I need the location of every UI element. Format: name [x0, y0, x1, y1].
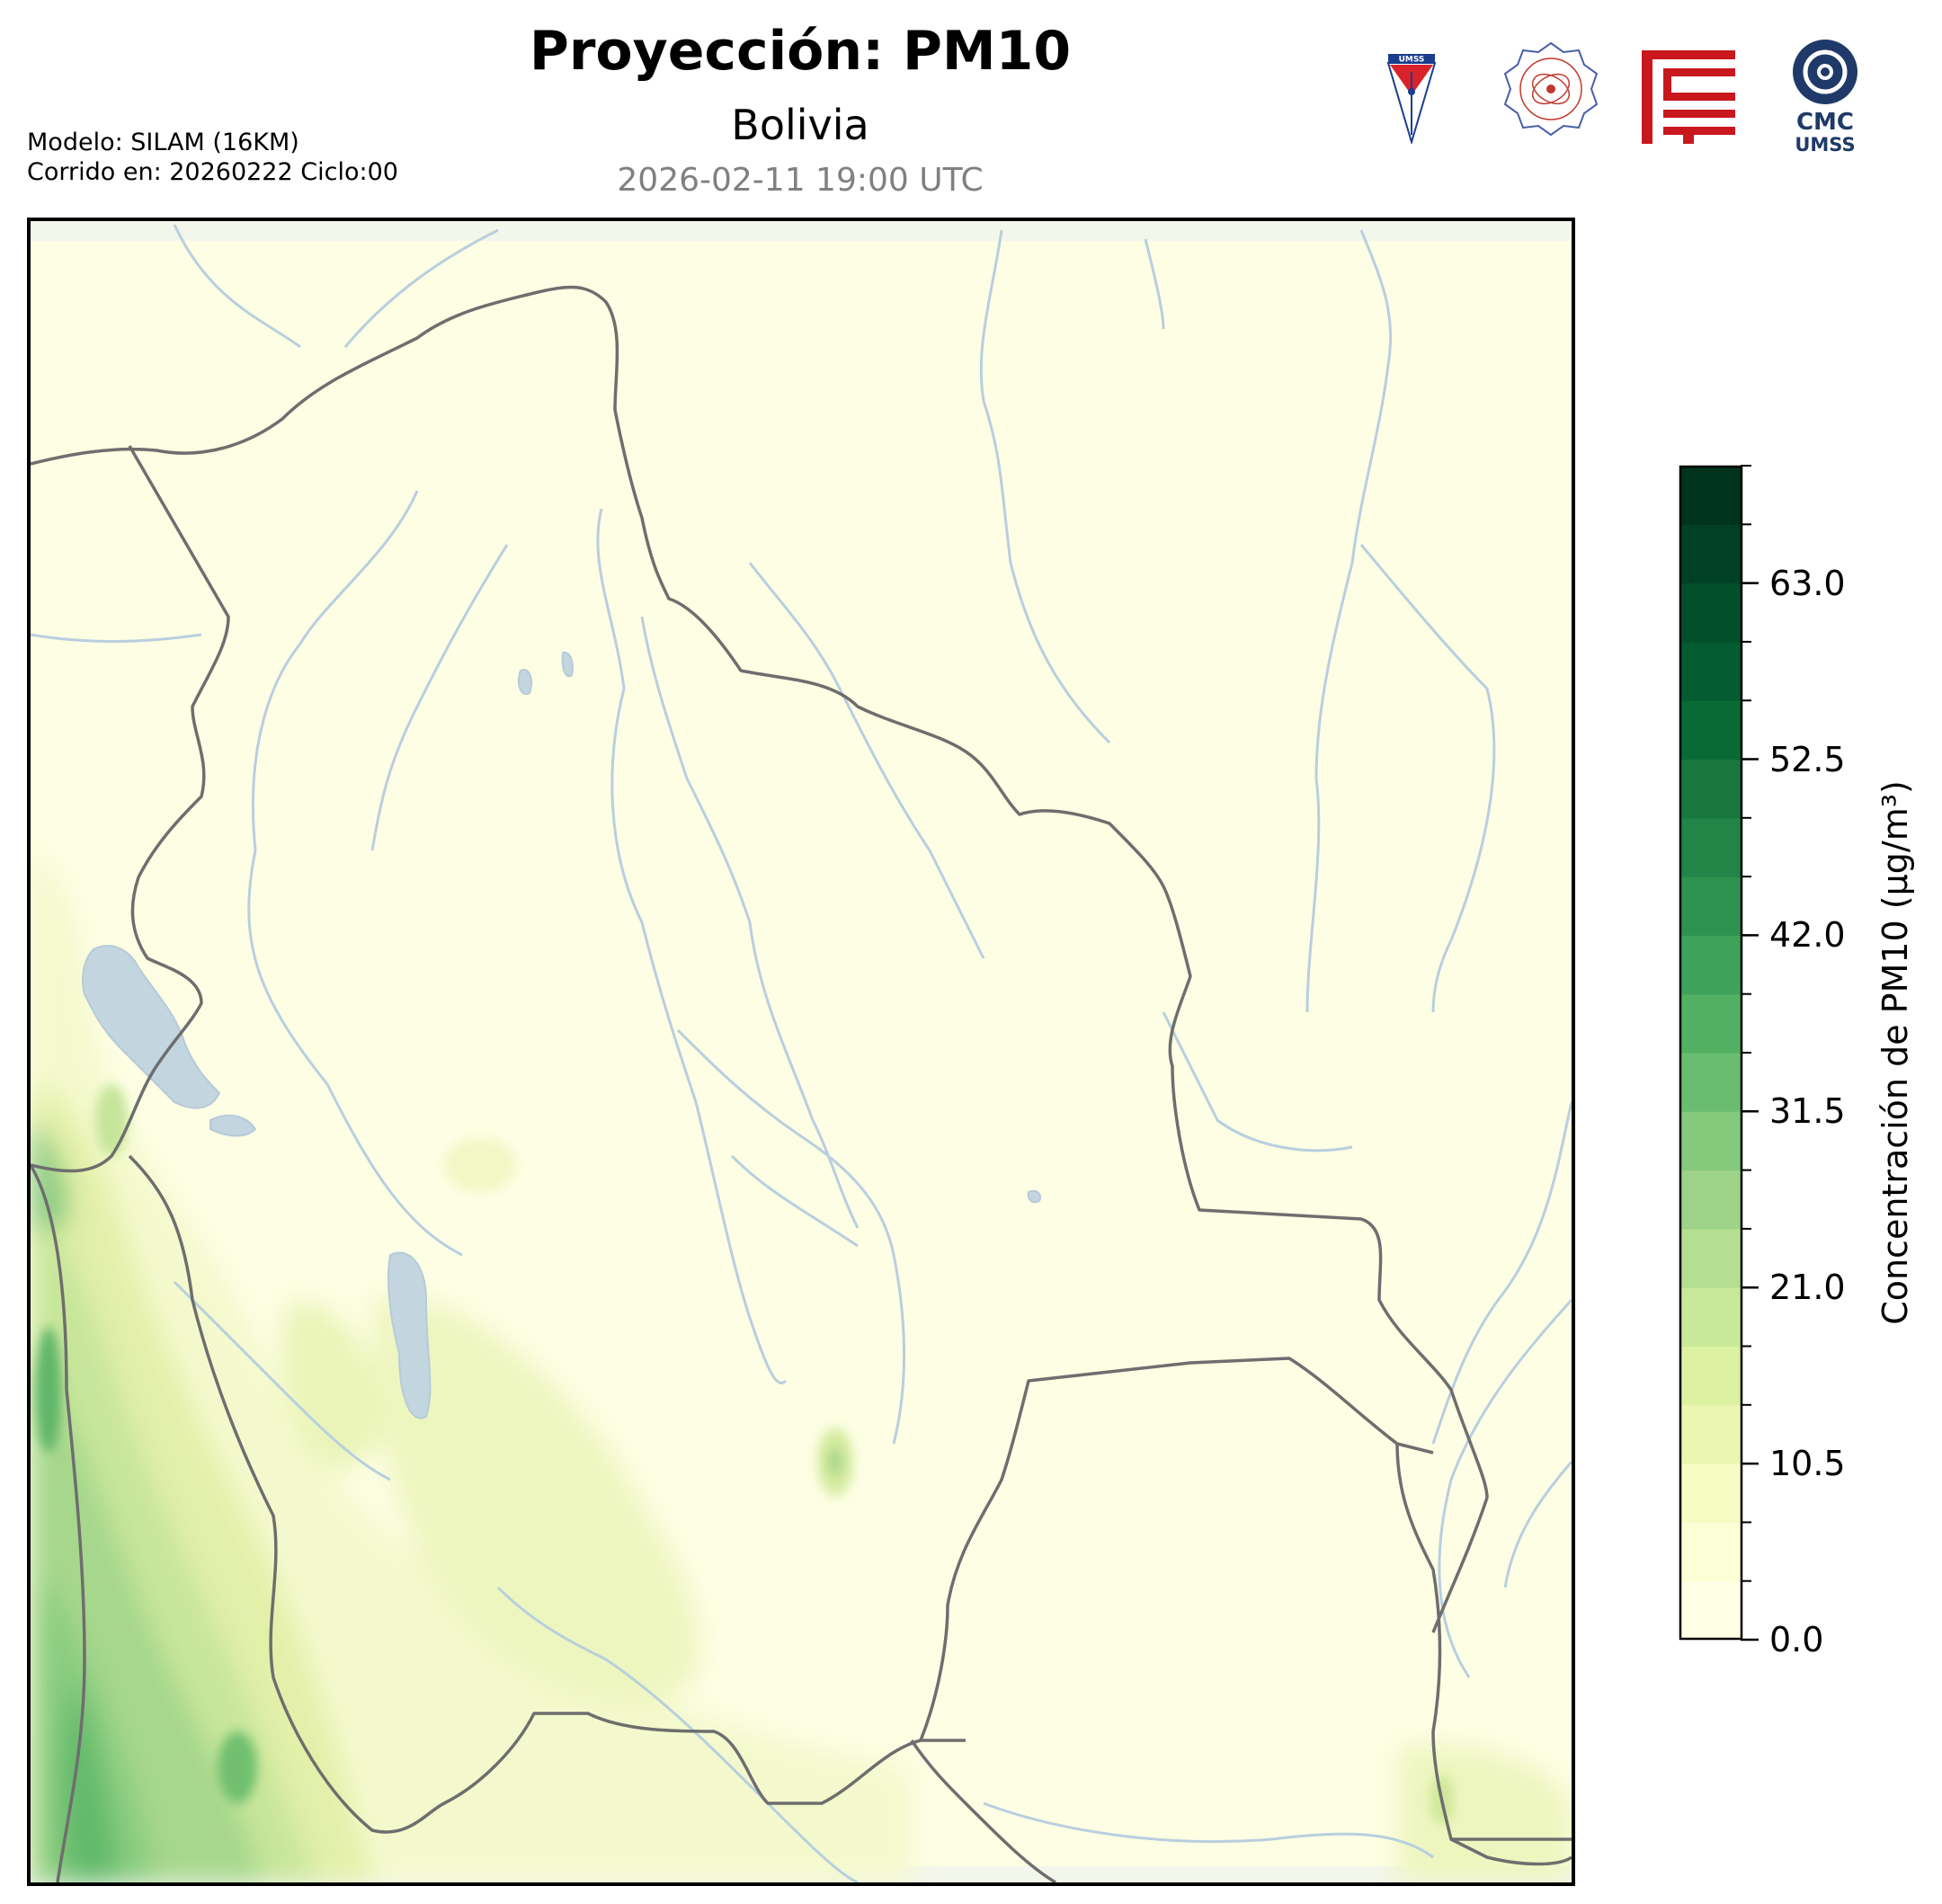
- forecast-timestamp: 2026-02-11 19:00 UTC: [617, 162, 984, 199]
- border-brazil-south: [1431, 1497, 1489, 1633]
- colorbar-tick-label: 63.0: [1769, 563, 1846, 603]
- run-info-text: Corrido en: 20260222 Ciclo:00: [27, 158, 398, 186]
- colorbar-tick-label: 52.5: [1769, 739, 1846, 779]
- colorbar-level: [1679, 583, 1742, 643]
- border-paraguay-east: [1395, 1443, 1572, 1866]
- colorbar-level: [1679, 1346, 1742, 1406]
- colorbar-level: [1679, 1170, 1742, 1230]
- model-name-text: Modelo: SILAM (16KM): [27, 129, 299, 156]
- colorbar-tick-label: 10.5: [1769, 1444, 1846, 1484]
- model-info: Modelo: SILAM (16KM) Corrido en: 2026022…: [27, 128, 398, 187]
- pm10-map[interactable]: [31, 221, 1572, 1882]
- map-title: Proyección: PM10: [529, 20, 1072, 83]
- colorbar-level: [1679, 1111, 1742, 1171]
- colorbar-level: [1679, 524, 1742, 584]
- colorbar-level: [1679, 1228, 1742, 1288]
- border-chile-argentina-west: [31, 1164, 86, 1882]
- departamento-fisica-seal-logo: [1503, 41, 1599, 137]
- colorbar: [1679, 465, 1759, 1642]
- lake-poopo: [388, 1251, 432, 1419]
- border-paraguay-north: [919, 1357, 1434, 1741]
- border-bolivia-south: [128, 1154, 966, 1834]
- cmc-umss-logo: CMC UMSS: [1793, 40, 1857, 156]
- border-pilcomayo: [910, 1739, 1056, 1882]
- colorbar-tick-label: 21.0: [1769, 1268, 1846, 1308]
- institution-logos: UMSS CMC UMSS: [1376, 36, 1879, 162]
- lake-small-2: [518, 669, 532, 695]
- rivers: [31, 224, 1572, 1882]
- colorbar-tick-label: 42.0: [1769, 915, 1846, 956]
- colorbar-level: [1679, 1522, 1742, 1582]
- colorbar-tick-label: 31.5: [1769, 1091, 1846, 1132]
- pm10-concentration-field: [31, 850, 1572, 1882]
- colorbar-tick-label: 0.0: [1769, 1620, 1824, 1659]
- lake-small-4: [1027, 1189, 1041, 1204]
- border-bolivia-west-peru: [31, 445, 230, 1173]
- lakes: [82, 651, 1041, 1419]
- colorbar-level: [1679, 1464, 1742, 1523]
- colorbar-level: [1679, 993, 1742, 1054]
- colorbar-label: Concentración de PM10 (µg/m³): [1875, 780, 1915, 1325]
- umss-shield-logo: UMSS: [1386, 54, 1437, 144]
- cmc-logo-text: CMC: [1796, 109, 1854, 136]
- colorbar-level: [1679, 1404, 1742, 1464]
- colorbar-level: [1679, 641, 1742, 701]
- umss-logo-text: UMSS: [1399, 56, 1425, 65]
- colorbar-level: [1679, 1053, 1742, 1112]
- colorbar-level: [1679, 1287, 1742, 1347]
- lake-small-3: [561, 651, 574, 678]
- cmc-logo-subtext: UMSS: [1795, 134, 1855, 156]
- country-borders: [31, 285, 1572, 1882]
- colorbar-level: [1679, 935, 1742, 995]
- colorbar-level: [1679, 759, 1742, 819]
- lake-titicaca: [82, 945, 221, 1109]
- colorbar-level: [1679, 817, 1742, 877]
- border-bolivia-north: [31, 285, 1489, 1499]
- colorbar-level: [1679, 466, 1742, 525]
- colorbar-level: [1679, 1580, 1742, 1641]
- map-panel[interactable]: [27, 218, 1575, 1886]
- colorbar-level: [1679, 700, 1742, 760]
- lake-small-1: [209, 1114, 257, 1137]
- colorbar-level: [1679, 876, 1742, 936]
- map-subtitle: Bolivia: [731, 101, 869, 149]
- red-building-logo: [1642, 50, 1735, 144]
